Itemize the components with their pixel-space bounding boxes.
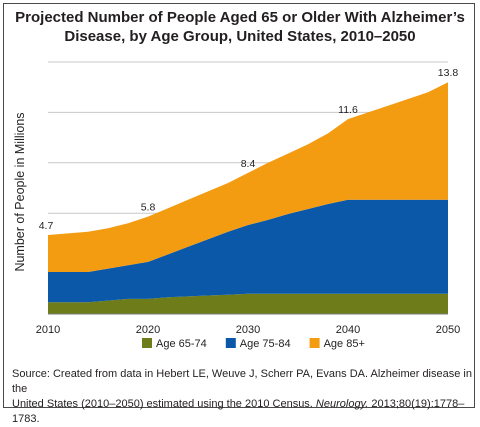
legend-label: Age 85+ bbox=[324, 338, 365, 350]
x-tick-label: 2020 bbox=[136, 324, 160, 336]
chart-title-line-2: Disease, by Age Group, United States, 20… bbox=[64, 28, 416, 45]
legend-label: Age 65-74 bbox=[156, 338, 207, 350]
area-age-65-74 bbox=[48, 293, 448, 314]
source-journal: Neurology. bbox=[315, 398, 369, 410]
chart-title: Projected Number of People Aged 65 or Ol… bbox=[0, 8, 480, 46]
source-note: Source: Created from data in Hebert LE, … bbox=[12, 367, 472, 427]
x-tick-label: 2030 bbox=[236, 324, 260, 336]
x-tick-label: 2050 bbox=[436, 324, 460, 336]
data-label: 13.8 bbox=[438, 67, 459, 79]
figure-border bbox=[3, 3, 475, 408]
x-tick-label: 2010 bbox=[36, 324, 60, 336]
legend-label: Age 75-84 bbox=[240, 338, 291, 350]
source-line-2: United States (2010–2050) estimated usin… bbox=[12, 397, 472, 427]
area-age-75-84 bbox=[48, 199, 448, 303]
chart-title-line-1: Projected Number of People Aged 65 or Ol… bbox=[15, 9, 465, 26]
data-label: 5.8 bbox=[141, 202, 156, 214]
legend-swatch bbox=[309, 338, 320, 348]
legend-swatch bbox=[225, 338, 236, 348]
area-age-85- bbox=[48, 82, 448, 272]
x-tick-label: 2040 bbox=[336, 324, 360, 336]
source-citation: United States (2010–2050) estimated usin… bbox=[12, 398, 316, 410]
data-label: 11.6 bbox=[338, 104, 358, 116]
source-line-1: Source: Created from data in Hebert LE, … bbox=[12, 368, 472, 395]
y-axis-label: Number of People in Millions bbox=[13, 112, 27, 271]
legend-swatch bbox=[142, 338, 152, 348]
area-chart: 2010 2020 2030 2040 2050 Number of People in … bbox=[13, 61, 460, 350]
data-label: 8.4 bbox=[241, 158, 256, 170]
data-label: 4.7 bbox=[39, 220, 54, 232]
